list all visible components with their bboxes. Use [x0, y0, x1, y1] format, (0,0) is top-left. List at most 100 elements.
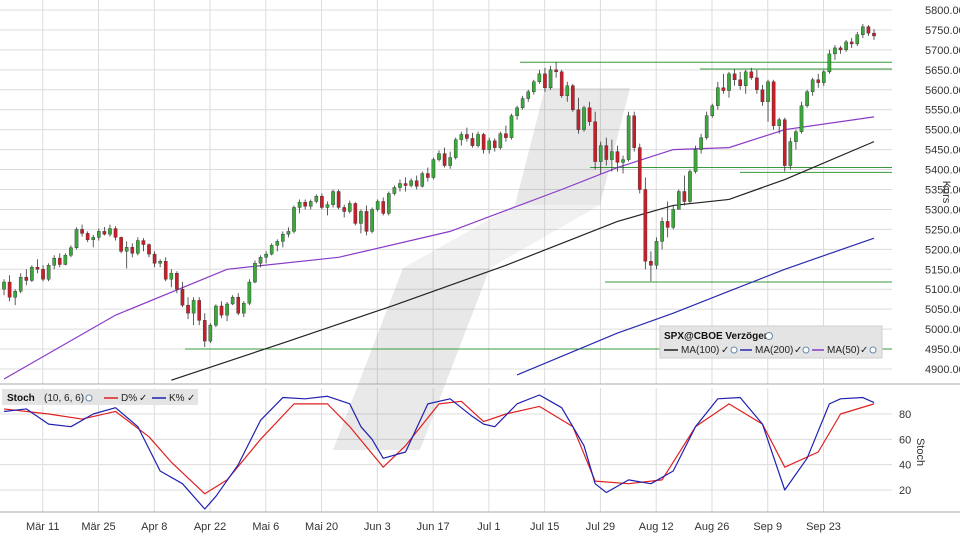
candle-body	[810, 79, 815, 92]
x-tick-label: Apr 22	[194, 521, 226, 533]
candle-body	[448, 157, 452, 166]
checkmark-icon[interactable]: ✓	[794, 345, 802, 356]
candle-body	[230, 297, 235, 305]
legend-ma50: MA(50)	[827, 345, 860, 356]
candle-body	[320, 196, 324, 208]
y-tick-label: 5700.00	[925, 45, 960, 57]
candle-body	[52, 257, 56, 266]
x-ticks: Mär 11 Mär 25 Apr 8 Apr 22 Mai 6 Mai 20 Jun 3 J…	[26, 521, 841, 533]
candle-body	[113, 228, 118, 238]
candle-body	[827, 53, 832, 73]
candle-body	[314, 196, 319, 202]
candle-body	[509, 115, 514, 138]
candle-body	[760, 89, 765, 102]
info-icon[interactable]	[730, 346, 738, 354]
candle-body	[743, 71, 748, 86]
y-tick-label: 5750.00	[925, 25, 960, 37]
candle-body	[18, 277, 23, 292]
candle-body	[520, 98, 525, 108]
candle-body	[777, 119, 781, 126]
candle-body	[7, 281, 12, 298]
candle-body	[191, 300, 196, 314]
candle-body	[498, 133, 503, 148]
candle-body	[258, 257, 263, 264]
candle-body	[426, 173, 430, 178]
candle-body	[175, 273, 179, 290]
x-tick-label: Sep 9	[753, 521, 782, 533]
candle-body	[693, 149, 698, 172]
candle-body	[794, 131, 798, 142]
info-icon[interactable]	[802, 346, 810, 354]
candle-body	[136, 240, 140, 254]
candle-body	[459, 134, 464, 140]
stoch-tick-label: 80	[899, 409, 911, 421]
candle-body	[69, 247, 73, 256]
candle-body	[554, 69, 558, 73]
candle-body	[409, 180, 413, 186]
candle-body	[872, 32, 876, 37]
candle-body	[822, 71, 826, 83]
stoch-tick-label: 20	[899, 485, 911, 497]
info-icon[interactable]	[869, 346, 877, 354]
candle-body	[665, 221, 670, 228]
candle-body	[331, 191, 335, 205]
x-tick-label: Jul 15	[530, 521, 559, 533]
candle-body	[108, 228, 112, 235]
candle-body	[598, 145, 603, 162]
candle-body	[532, 81, 536, 92]
candle-body	[543, 73, 547, 88]
x-tick-label: Jun 3	[364, 521, 391, 533]
candle-body	[571, 85, 575, 110]
x-tick-label: Mär 11	[26, 521, 59, 533]
candle-body	[442, 153, 447, 166]
y-tick-label: 5200.00	[925, 244, 960, 256]
ma-line	[516, 237, 875, 376]
candle-body	[364, 211, 369, 232]
x-tick-label: Mai 20	[305, 521, 338, 533]
candle-body	[297, 202, 302, 208]
candle-body	[861, 26, 865, 35]
candle-body	[649, 261, 653, 266]
legend-d: D%	[121, 393, 137, 404]
candle-body	[688, 171, 692, 202]
candle-body	[587, 107, 592, 122]
checkmark-icon[interactable]: ✓	[860, 345, 868, 356]
candle-body	[180, 289, 185, 306]
x-tick-label: Jun 17	[417, 521, 450, 533]
candle-body	[671, 209, 676, 228]
x-tick-label: Mai 6	[252, 521, 279, 533]
checkmark-icon[interactable]: ✓	[187, 393, 195, 404]
info-icon[interactable]	[765, 332, 773, 340]
checkmark-icon[interactable]: ✓	[721, 345, 729, 356]
candle-body	[537, 73, 542, 82]
legend-ma200: MA(200)	[755, 345, 793, 356]
candle-body	[381, 201, 386, 214]
y-tick-label: 5600.00	[925, 85, 960, 97]
candle-body	[359, 211, 363, 224]
y-tick-label: 5100.00	[925, 284, 960, 296]
candle-body	[35, 267, 40, 270]
candle-body	[660, 221, 664, 242]
candle-body	[370, 209, 374, 232]
candle-body	[57, 257, 62, 265]
x-tick-label: Jul 29	[586, 521, 615, 533]
candle-body	[732, 73, 737, 81]
y-tick-label: 5350.00	[925, 185, 960, 197]
candle-body	[375, 201, 380, 210]
candle-body	[771, 81, 776, 126]
candle-body	[91, 237, 96, 240]
candle-body	[186, 304, 190, 314]
y-tick-label: 5000.00	[925, 324, 960, 336]
candle-body	[214, 305, 218, 326]
candle-body	[30, 267, 34, 281]
candle-body	[74, 229, 79, 248]
x-tick-label: Aug 26	[695, 521, 730, 533]
y-tick-label: 5450.00	[925, 145, 960, 157]
info-icon[interactable]	[85, 394, 93, 402]
candle-body	[654, 241, 659, 266]
y-tick-label: 5550.00	[925, 105, 960, 117]
stoch-params: (10, 6, 6)	[44, 393, 84, 404]
candle-body	[704, 115, 709, 138]
candle-body	[303, 202, 307, 207]
checkmark-icon[interactable]: ✓	[139, 393, 147, 404]
